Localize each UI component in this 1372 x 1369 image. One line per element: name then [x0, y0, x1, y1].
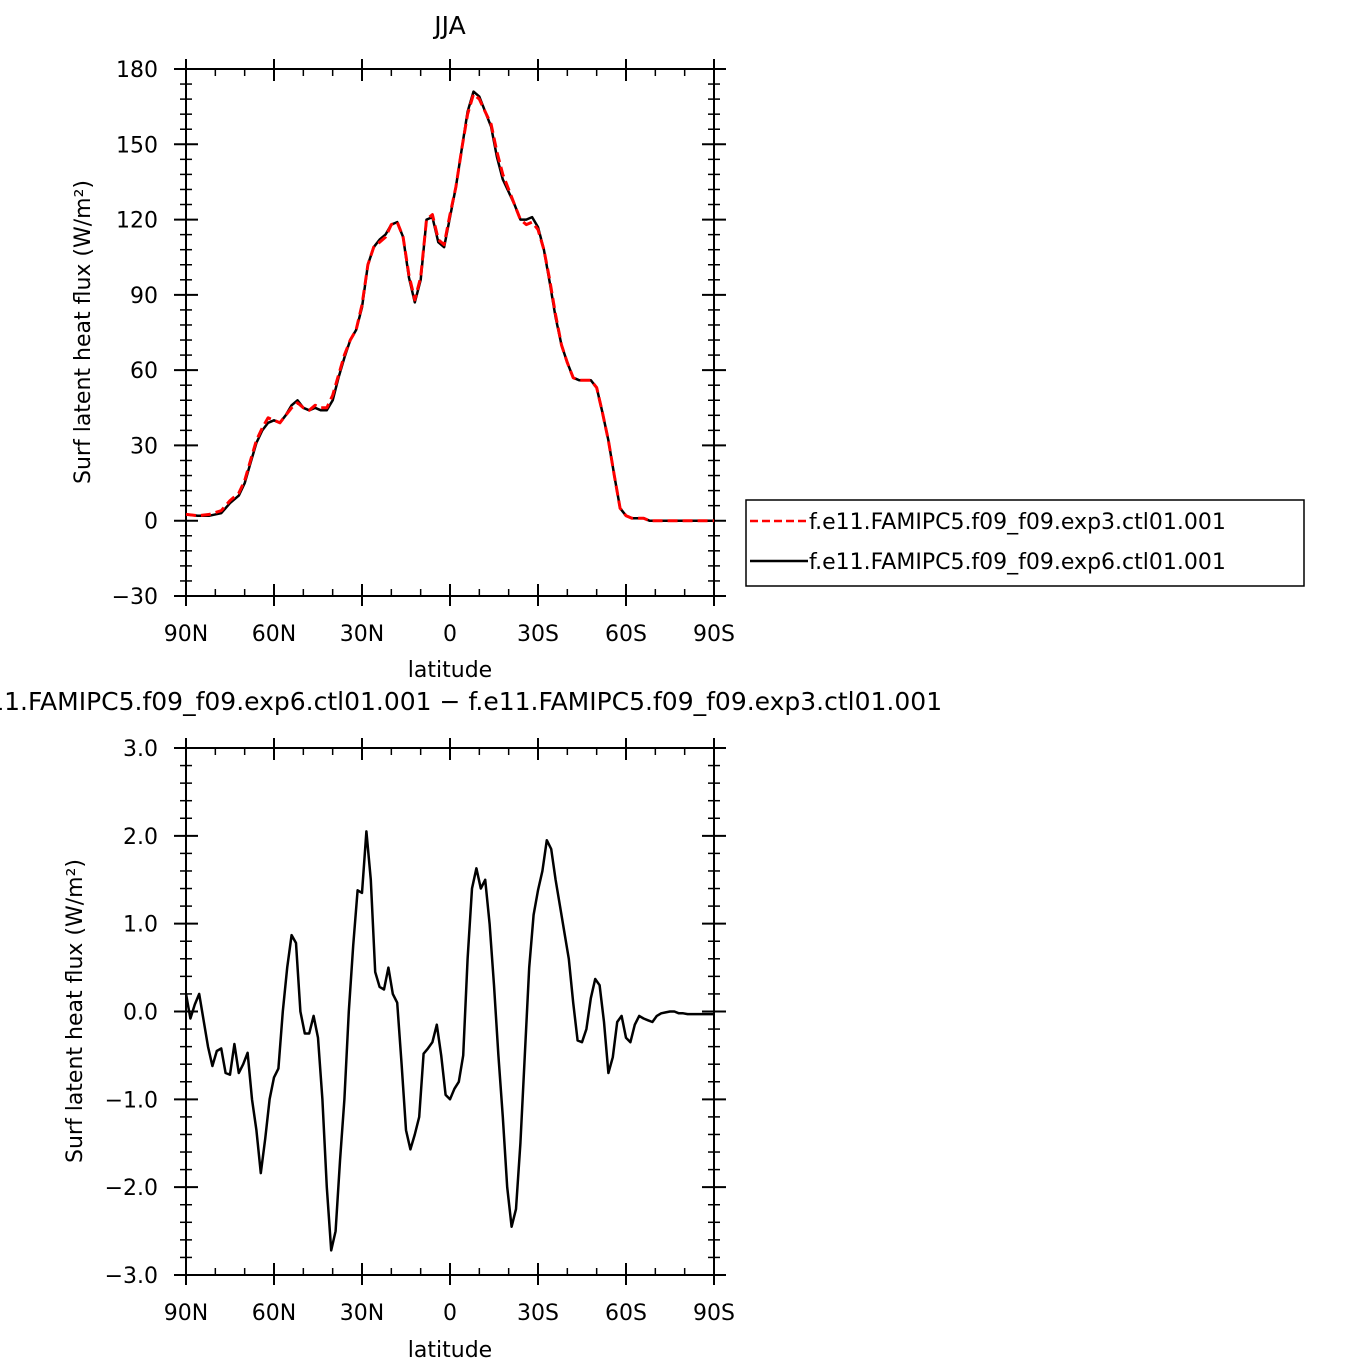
x-tick-label: 60N	[252, 622, 296, 647]
y-tick-label: −30	[112, 585, 158, 610]
legend-label-exp3: f.e11.FAMIPC5.f09_f09.exp3.ctl01.001	[809, 510, 1226, 535]
y-tick-label: 120	[116, 209, 158, 234]
y-tick-label: 90	[130, 284, 158, 309]
y-tick-label: −2.0	[105, 1176, 158, 1201]
y-tick-label: −3.0	[105, 1264, 158, 1289]
bottom-plot-frame	[185, 747, 715, 1276]
x-tick-label: 30N	[340, 1301, 384, 1326]
x-tick-label: 0	[443, 622, 457, 647]
legend: f.e11.FAMIPC5.f09_f09.exp3.ctl01.001 f.e…	[745, 499, 1305, 587]
x-tick-label: 30N	[340, 622, 384, 647]
bottom-y-axis-label: Surf latent heat flux (W/m²)	[63, 859, 88, 1163]
y-tick-label: 150	[116, 133, 158, 158]
y-tick-label: −1.0	[105, 1088, 158, 1113]
x-tick-label: 90S	[693, 1301, 735, 1326]
x-tick-label: 90S	[693, 622, 735, 647]
y-tick-label: 3.0	[123, 737, 158, 762]
top-chart-title: JJA	[432, 11, 465, 40]
bottom-x-tick-labels: 90N 60N 30N 0 30S 60S 90S	[164, 1301, 735, 1326]
x-tick-label: 30S	[517, 1301, 559, 1326]
y-tick-label: 60	[130, 359, 158, 384]
x-tick-label: 30S	[517, 622, 559, 647]
bottom-x-axis-label: latitude	[408, 1338, 492, 1363]
y-tick-label: 0.0	[123, 1001, 158, 1026]
y-tick-label: 30	[130, 434, 158, 459]
x-tick-label: 90N	[164, 1301, 208, 1326]
series-line-dashed	[186, 92, 714, 523]
bottom-series-group	[186, 830, 714, 1252]
top-series-group	[186, 90, 714, 523]
y-tick-label: 0	[144, 510, 158, 535]
x-tick-label: 60S	[605, 622, 647, 647]
top-x-axis-label: latitude	[408, 658, 492, 683]
series-line-solid	[186, 830, 714, 1252]
series-line-solid	[186, 90, 714, 522]
top-chart: JJA 90N 60N 30N 0 30S 60S 90S −30 0 30 60 90 120 150…	[71, 11, 1305, 683]
x-tick-label: 0	[443, 1301, 457, 1326]
bottom-axis-ticks	[174, 738, 726, 1285]
top-y-axis-label: Surf latent heat flux (W/m²)	[71, 180, 96, 484]
bottom-y-tick-labels: −3.0 −2.0 −1.0 0.0 1.0 2.0 3.0	[105, 737, 158, 1289]
x-tick-label: 60N	[252, 1301, 296, 1326]
y-tick-label: 2.0	[123, 825, 158, 850]
x-tick-label: 90N	[164, 622, 208, 647]
legend-box	[745, 499, 1305, 587]
top-y-tick-labels: −30 0 30 60 90 120 150 180	[112, 58, 158, 610]
x-tick-label: 60S	[605, 1301, 647, 1326]
bottom-chart: f.e11.FAMIPC5.f09_f09.exp6.ctl01.001 − f…	[0, 687, 942, 1363]
top-x-tick-labels: 90N 60N 30N 0 30S 60S 90S	[164, 622, 735, 647]
top-axis-ticks	[174, 59, 726, 606]
bottom-chart-title: f.e11.FAMIPC5.f09_f09.exp6.ctl01.001 − f…	[0, 687, 942, 716]
y-tick-label: 1.0	[123, 913, 158, 938]
legend-label-exp6: f.e11.FAMIPC5.f09_f09.exp6.ctl01.001	[809, 550, 1226, 575]
y-tick-label: 180	[116, 58, 158, 83]
